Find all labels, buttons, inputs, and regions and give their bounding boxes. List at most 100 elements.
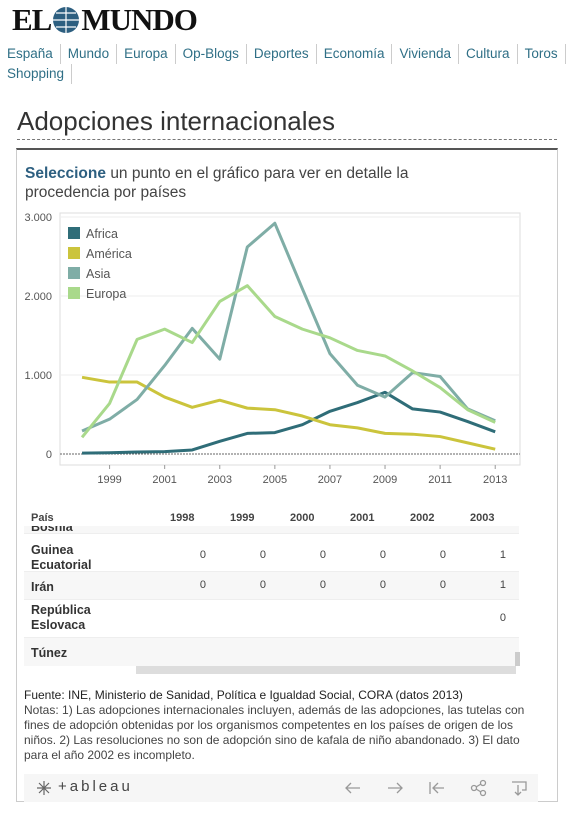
x-tick-label: 2003: [208, 474, 232, 486]
table-cell: 0: [199, 549, 206, 561]
download-button[interactable]: [512, 781, 527, 796]
series-line[interactable]: [81, 221, 496, 433]
table-row[interactable]: República Eslovaca 0: [24, 600, 519, 638]
table-header-cell: 1998: [170, 512, 195, 524]
nav-link[interactable]: Economía: [317, 44, 393, 64]
row-name: Guinea Ecuatorial: [31, 543, 91, 573]
brand[interactable]: +ableau: [58, 778, 133, 795]
table-row[interactable]: Irán 0 0 0 0 0 1: [24, 572, 519, 600]
y-tick-label: 1.000: [24, 370, 52, 382]
x-tick-label: 1999: [97, 474, 121, 486]
undo-button[interactable]: [345, 782, 360, 794]
logo-text: EL: [12, 2, 52, 37]
chart: 0 1.000 2.000 3.000 1999 2001 2003 2005 2007 2009…: [24, 212, 521, 486]
redo-button[interactable]: [388, 782, 403, 794]
instruction-bold: Seleccione: [25, 165, 106, 182]
table-header-cell: 1999: [230, 512, 255, 524]
table-header-cell: 2002: [410, 512, 435, 524]
table-row[interactable]: Bosnia 0 0 1 0 0 0: [24, 526, 519, 534]
legend-swatch: [68, 247, 80, 259]
row-name-line: Ecuatorial: [31, 558, 92, 572]
table-cell: 0: [379, 549, 386, 561]
series-line[interactable]: [80, 284, 496, 439]
legend-label[interactable]: América: [86, 247, 132, 261]
row-name-line: Eslovaca: [31, 618, 86, 632]
nav-link[interactable]: Mundo: [61, 44, 118, 64]
legend-swatch: [68, 287, 80, 299]
series-line[interactable]: [82, 390, 496, 455]
table-cell: 0: [259, 579, 266, 591]
table-cell: 0: [439, 549, 446, 561]
row-name-line: República: [31, 603, 91, 617]
legend-label[interactable]: Europa: [86, 287, 126, 301]
y-tick-label: 3.000: [24, 212, 52, 224]
notes: Notas: 1) Las adopciones internacionales…: [24, 703, 525, 762]
toolbar: [24, 774, 538, 802]
table-header-cell: País: [31, 512, 54, 524]
row-name-line: Bosnia: [31, 526, 73, 534]
x-tick-label: 2009: [373, 474, 397, 486]
table-cell: 1: [499, 549, 506, 561]
legend-label[interactable]: Africa: [86, 227, 118, 241]
table-cell: 0: [476, 526, 506, 528]
logo-globe: [53, 7, 80, 33]
table-row[interactable]: Túnez: [24, 638, 519, 666]
scrollbar[interactable]: [136, 666, 516, 674]
nav: España Mundo Europa Op-Blogs Deportes Economí…: [0, 44, 572, 84]
row-name: República Eslovaca: [31, 603, 91, 633]
row-name: Irán: [31, 580, 54, 595]
table-cell: 0: [356, 526, 386, 528]
share-button[interactable]: [470, 779, 487, 797]
table-cell: 0: [499, 612, 506, 624]
row-name-line: Irán: [31, 580, 54, 594]
logo[interactable]: EL MUNDO: [12, 2, 198, 38]
x-tick-label: 2001: [152, 474, 176, 486]
row-name-line: Guinea: [31, 543, 74, 557]
x-tick-label: 2011: [428, 474, 452, 486]
y-tick-label: 0: [46, 449, 52, 461]
table-cell: 0: [199, 579, 206, 591]
nav-link[interactable]: Shopping: [0, 64, 73, 84]
table-cell: 0: [319, 549, 326, 561]
table-row[interactable]: Guinea Ecuatorial 0 0 0 0 0 1: [24, 540, 519, 572]
table-cell: 0: [416, 526, 446, 528]
table-cell: 0: [259, 549, 266, 561]
table-header-cell: 2003: [470, 512, 495, 524]
nav-link[interactable]: Op-Blogs: [176, 44, 247, 64]
table-cell: 0: [319, 579, 326, 591]
instruction-text: un punto en el gráfico para ver en detal…: [25, 165, 409, 201]
x-tick-label: 2007: [318, 474, 342, 486]
table-header-cell: 2001: [350, 512, 375, 524]
row-name-line: Túnez: [31, 646, 68, 660]
legend-label[interactable]: Asia: [86, 267, 110, 281]
nav-link[interactable]: Deportes: [247, 44, 317, 64]
legend-swatch: [68, 267, 80, 279]
toolbar-icons: [345, 779, 527, 797]
series-line[interactable]: [81, 375, 496, 451]
y-tick-label: 2.000: [24, 291, 52, 303]
row-name: Túnez: [31, 646, 67, 661]
nav-link[interactable]: Cultura: [459, 44, 518, 64]
x-tick-label: 2005: [263, 474, 287, 486]
brand-icon: [37, 781, 51, 795]
table-header-cell: 2000: [290, 512, 315, 524]
table-cell: 0: [439, 579, 446, 591]
table-cell: 1: [296, 526, 326, 528]
logo-text: MUNDO: [81, 2, 198, 37]
table-cell: 1: [499, 579, 506, 591]
source: Fuente: INE, Ministerio de Sanidad, Polí…: [24, 688, 463, 702]
row-name: Bosnia: [31, 526, 73, 535]
x-tick-label: 2013: [483, 474, 507, 486]
nav-link[interactable]: Europa: [117, 44, 176, 64]
revert-button[interactable]: [429, 782, 444, 794]
nav-link[interactable]: Vivienda: [392, 44, 460, 64]
scrollbar[interactable]: [515, 652, 520, 666]
nav-link[interactable]: España: [0, 44, 61, 64]
nav-link[interactable]: Toros: [518, 44, 566, 64]
table-cell: 0: [379, 579, 386, 591]
table-cell: 0: [176, 526, 206, 528]
page-title: Adopciones internacionales: [17, 106, 557, 140]
table-cell: 0: [236, 526, 266, 528]
